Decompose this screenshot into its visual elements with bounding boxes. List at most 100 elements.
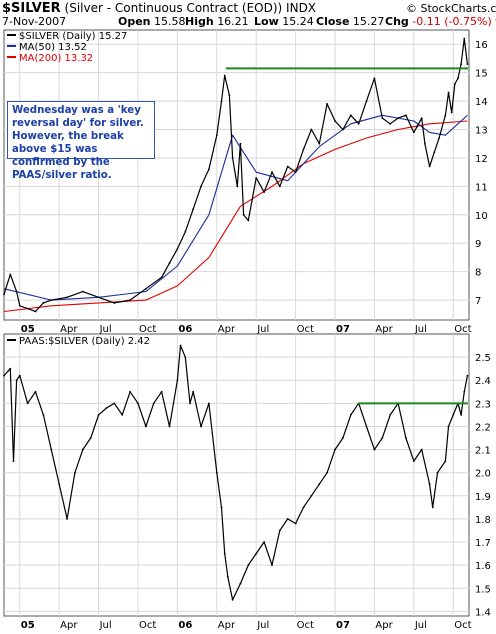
x-tick-label: Jul xyxy=(414,620,427,631)
x-tick-label: Oct xyxy=(139,324,156,335)
panel-top: 7 8 9 10 11 12 13 14 15 16 05 Apr Jul Oct 06 Apr Jul Oct 0… xyxy=(3,29,488,335)
data-point xyxy=(220,506,223,509)
data-point xyxy=(450,111,453,114)
data-point xyxy=(420,448,423,451)
data-point xyxy=(278,185,281,188)
x-tick-label: Jul xyxy=(99,620,112,631)
x-tick-label: 07 xyxy=(336,324,350,335)
data-point xyxy=(97,296,100,299)
instrument-name: (Silver - Continuous Contract (EOD)) xyxy=(64,1,283,15)
y-tick-label: 1.9 xyxy=(475,492,491,503)
data-point xyxy=(220,100,223,102)
data-point xyxy=(26,402,29,405)
data-point xyxy=(18,304,21,307)
data-point xyxy=(278,529,281,532)
data-point xyxy=(15,379,18,382)
high-label: High xyxy=(185,15,214,28)
x-tick-label: 05 xyxy=(21,324,35,335)
legend-entry: PAAS:$SILVER (Daily) 2.42 xyxy=(19,336,150,347)
y-tick-label: 15 xyxy=(475,69,488,80)
data-point xyxy=(81,290,84,293)
data-point xyxy=(318,483,321,486)
data-point xyxy=(74,471,76,474)
data-point xyxy=(349,414,352,416)
x-tick-label: Apr xyxy=(375,620,393,631)
data-point xyxy=(302,148,305,151)
data-point xyxy=(89,437,92,439)
data-point xyxy=(160,276,163,279)
data-point xyxy=(239,142,242,145)
x-tick-label: Apr xyxy=(375,324,393,335)
source-credit: © StockCharts.com xyxy=(406,2,496,15)
data-point xyxy=(242,213,245,216)
y-tick-label: 1.4 xyxy=(475,607,491,618)
data-point xyxy=(334,120,336,122)
plot-frame xyxy=(3,333,470,617)
data-point xyxy=(200,185,202,188)
data-point xyxy=(420,117,423,120)
data-point xyxy=(58,483,61,486)
data-point xyxy=(428,483,431,486)
data-point xyxy=(3,374,5,377)
data-point xyxy=(326,103,329,105)
data-point xyxy=(334,448,336,451)
data-point xyxy=(452,414,455,416)
data-point xyxy=(66,518,68,520)
data-point xyxy=(271,171,273,174)
data-point xyxy=(463,37,466,40)
data-point xyxy=(412,460,415,463)
data-point xyxy=(263,541,265,543)
data-point xyxy=(239,582,242,585)
data-point xyxy=(423,142,426,145)
data-point xyxy=(192,390,195,393)
data-point xyxy=(113,402,116,405)
data-point xyxy=(129,390,132,393)
x-tick-label: Oct xyxy=(454,324,471,335)
data-point xyxy=(466,374,469,377)
data-point xyxy=(152,402,155,405)
data-point xyxy=(208,168,210,171)
data-point xyxy=(176,248,179,250)
x-tick-label: Apr xyxy=(218,620,236,631)
data-point xyxy=(466,63,469,66)
data-point xyxy=(184,356,187,359)
chg-label: Chg xyxy=(385,15,409,28)
data-point xyxy=(26,307,29,310)
x-tick-label: Jul xyxy=(99,324,112,335)
y-tick-label: 2.1 xyxy=(475,446,491,457)
data-point xyxy=(428,165,431,168)
data-point xyxy=(271,564,273,567)
y-tick-label: 2.5 xyxy=(475,353,491,364)
data-point xyxy=(349,114,352,117)
y-tick-label: 1.6 xyxy=(475,561,491,572)
data-point xyxy=(357,122,360,125)
data-point xyxy=(215,471,218,474)
data-point xyxy=(294,522,297,525)
panel-bottom: 1.4 1.5 1.6 1.7 1.8 1.9 2.0 2.1 2.2 2.3 2.4 2.5 05 Ap… xyxy=(3,333,491,631)
open-label: Open xyxy=(118,15,151,28)
y-tick-label: 1.5 xyxy=(475,584,491,595)
data-point xyxy=(231,598,234,601)
data-point xyxy=(144,287,147,290)
data-point xyxy=(310,494,313,497)
x-tick-label: Oct xyxy=(297,620,314,631)
data-point xyxy=(460,63,463,66)
y-tick-label: 2.0 xyxy=(475,469,491,480)
data-point xyxy=(255,176,258,179)
data-point xyxy=(444,114,447,117)
high-value: 16.21 xyxy=(217,15,249,28)
data-point xyxy=(397,117,399,120)
y-tick-label: 11 xyxy=(475,182,488,193)
data-point xyxy=(15,290,18,293)
data-point xyxy=(431,506,434,509)
data-point xyxy=(42,414,45,416)
x-tick-label: 06 xyxy=(178,324,192,335)
data-point xyxy=(389,122,392,125)
data-point xyxy=(192,208,195,211)
data-point xyxy=(129,299,132,301)
x-tick-label: 06 xyxy=(178,620,192,631)
data-point xyxy=(310,128,313,131)
y-tick-label: 16 xyxy=(475,40,488,51)
data-point xyxy=(373,77,376,80)
